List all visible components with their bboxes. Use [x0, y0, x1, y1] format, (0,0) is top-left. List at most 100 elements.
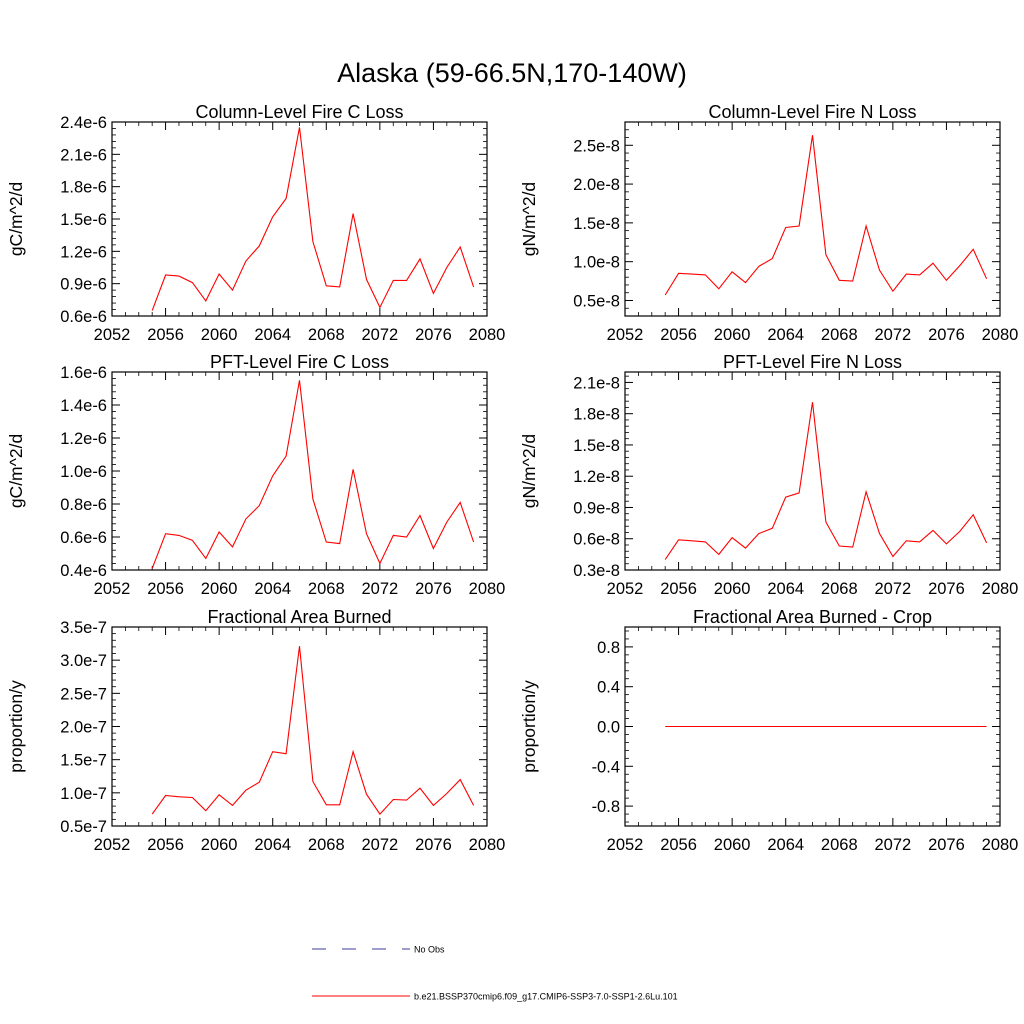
x-tick-label: 2072 — [361, 580, 398, 598]
y-tick-label: 1.5e-8 — [573, 215, 620, 233]
x-tick-label: 2052 — [94, 326, 131, 344]
legend: No Obs b.e21.BSSP370cmip6.f09_g17.CMIP6-S… — [312, 945, 678, 1002]
panel-title: Column-Level Fire N Loss — [708, 102, 916, 122]
x-tick-label: 2056 — [660, 580, 697, 598]
x-tick-label: 2068 — [821, 580, 858, 598]
x-tick-label: 2080 — [469, 836, 506, 854]
y-tick-label: 1.5e-8 — [573, 437, 620, 455]
figure-title: Alaska (59-66.5N,170-140W) — [337, 58, 687, 88]
x-tick-label: 2056 — [660, 836, 697, 854]
y-tick-label: 0.8 — [597, 639, 620, 657]
x-tick-label: 2068 — [308, 836, 345, 854]
x-tick-label: 2068 — [308, 580, 345, 598]
x-tick-label: 2056 — [147, 326, 184, 344]
y-tick-label: 1.8e-8 — [573, 406, 620, 424]
x-tick-label: 2052 — [607, 836, 644, 854]
y-tick-label: 1.0e-6 — [60, 463, 107, 481]
y-tick-label: 2.5e-7 — [60, 685, 107, 703]
y-tick-label: 3.5e-7 — [60, 619, 107, 637]
x-tick-label: 2056 — [147, 836, 184, 854]
x-tick-label: 2060 — [714, 836, 751, 854]
y-tick-label: 0.6e-6 — [60, 529, 107, 547]
plot-frame — [111, 371, 488, 571]
y-tick-label: 1.4e-6 — [60, 397, 107, 415]
legend-label: No Obs — [414, 945, 445, 955]
x-tick-label: 2076 — [928, 326, 965, 344]
x-tick-label: 2052 — [94, 836, 131, 854]
x-tick-label: 2052 — [607, 580, 644, 598]
x-tick-label: 2072 — [361, 836, 398, 854]
x-tick-label: 2060 — [201, 836, 238, 854]
x-tick-label: 2080 — [982, 580, 1019, 598]
x-tick-label: 2076 — [415, 326, 452, 344]
y-axis-label: proportion/y — [519, 680, 539, 773]
panel-grid: Column-Level Fire C Loss gC/m^2/d 2052 2056… — [6, 102, 1018, 854]
x-tick-label: 2056 — [660, 326, 697, 344]
panel-title: PFT-Level Fire N Loss — [723, 352, 902, 372]
x-tick-label: 2072 — [874, 836, 911, 854]
x-tick-label: 2080 — [469, 580, 506, 598]
x-tick-label: 2080 — [982, 326, 1019, 344]
y-tick-label: 1.2e-8 — [573, 468, 620, 486]
panel-5: Fractional Area Burned proportion/y 2052 20… — [6, 607, 505, 854]
y-tick-label: 2.5e-8 — [573, 137, 620, 155]
x-tick-label: 2072 — [361, 326, 398, 344]
x-tick-label: 2080 — [469, 326, 506, 344]
x-tick-label: 2072 — [874, 580, 911, 598]
y-tick-label: 1.2e-6 — [60, 430, 107, 448]
series-line-1 — [664, 135, 988, 296]
x-tick-label: 2064 — [767, 326, 804, 344]
y-tick-label: 0.9e-6 — [60, 276, 107, 294]
panel-4: PFT-Level Fire N Loss gN/m^2/d 2052 2056 206… — [519, 352, 1018, 598]
x-tick-label: 2072 — [874, 326, 911, 344]
y-tick-label: 0.0 — [597, 719, 620, 737]
x-tick-label: 2060 — [714, 326, 751, 344]
y-axis-label: gC/m^2/d — [6, 182, 26, 256]
x-tick-label: 2076 — [928, 836, 965, 854]
y-tick-label: 0.6e-8 — [573, 531, 620, 549]
x-tick-label: 2064 — [254, 836, 291, 854]
y-tick-label: -0.4 — [592, 758, 620, 776]
panel-1: Column-Level Fire C Loss gC/m^2/d 2052 2056… — [6, 102, 505, 344]
y-tick-label: 2.1e-8 — [573, 374, 620, 392]
y-tick-label: -0.8 — [592, 798, 620, 816]
plot-frame — [624, 121, 1001, 317]
y-tick-label: 3.0e-7 — [60, 652, 107, 670]
x-tick-label: 2068 — [821, 326, 858, 344]
panel-3: PFT-Level Fire C Loss gC/m^2/d 2052 2056 206… — [6, 352, 505, 598]
x-tick-label: 2064 — [767, 836, 804, 854]
y-tick-label: 1.0e-8 — [573, 254, 620, 272]
panel-title: Fractional Area Burned - Crop — [693, 607, 932, 627]
x-tick-label: 2056 — [147, 580, 184, 598]
panel-2: Column-Level Fire N Loss gN/m^2/d 2052 2056… — [519, 102, 1018, 344]
x-tick-label: 2052 — [607, 326, 644, 344]
x-tick-label: 2064 — [254, 580, 291, 598]
y-tick-label: 0.5e-8 — [573, 292, 620, 310]
x-tick-label: 2068 — [821, 836, 858, 854]
x-tick-label: 2076 — [415, 580, 452, 598]
x-tick-label: 2064 — [254, 326, 291, 344]
x-tick-label: 2076 — [415, 836, 452, 854]
legend-item-1: No Obs — [312, 945, 445, 955]
y-tick-label: 1.0e-7 — [60, 785, 107, 803]
series-line-1 — [151, 380, 475, 569]
y-tick-label: 0.5e-7 — [60, 818, 107, 836]
series-line-1 — [151, 127, 475, 311]
x-tick-label: 2060 — [714, 580, 751, 598]
y-tick-label: 2.0e-8 — [573, 176, 620, 194]
panel-title: PFT-Level Fire C Loss — [210, 352, 389, 372]
y-tick-label: 0.9e-8 — [573, 499, 620, 517]
x-tick-label: 2076 — [928, 580, 965, 598]
y-tick-label: 1.5e-6 — [60, 211, 107, 229]
y-tick-label: 1.2e-6 — [60, 243, 107, 261]
y-tick-label: 0.3e-8 — [573, 562, 620, 580]
y-tick-label: 0.4 — [597, 679, 620, 697]
y-tick-label: 2.0e-7 — [60, 719, 107, 737]
y-axis-label: gC/m^2/d — [6, 434, 26, 508]
y-axis-label: gN/m^2/d — [519, 434, 539, 508]
y-tick-label: 0.6e-6 — [60, 308, 107, 326]
y-tick-label: 0.8e-6 — [60, 496, 107, 514]
series-line-1 — [151, 646, 475, 815]
x-tick-label: 2068 — [308, 326, 345, 344]
